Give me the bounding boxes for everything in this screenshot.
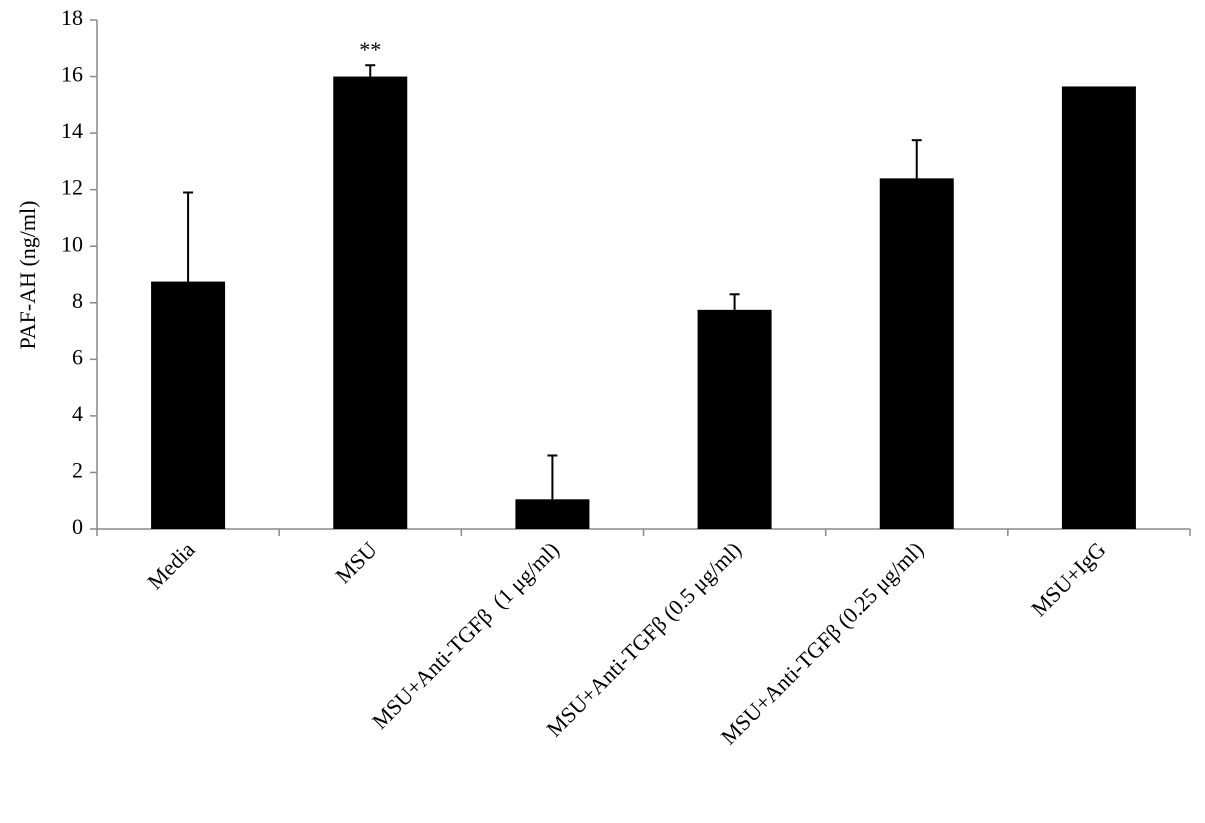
x-tick-label: MSU+Anti-TGFβ (0.5 μg/ml) bbox=[541, 537, 746, 742]
bar bbox=[333, 76, 408, 530]
annotation: ** bbox=[359, 37, 381, 62]
y-tick-label: 18 bbox=[61, 5, 83, 30]
x-tick-label: Media bbox=[142, 537, 200, 595]
error-bar bbox=[729, 293, 740, 310]
y-tick-label: 4 bbox=[72, 401, 83, 426]
y-tick-label: 14 bbox=[61, 118, 83, 143]
y-tick-label: 2 bbox=[72, 457, 83, 482]
y-tick-label: 0 bbox=[72, 514, 83, 539]
bar bbox=[697, 309, 772, 529]
x-tick-label: MSU bbox=[330, 537, 381, 588]
y-tick-label: 8 bbox=[72, 288, 83, 313]
bar bbox=[879, 178, 954, 529]
y-tick-label: 10 bbox=[61, 231, 83, 256]
bar bbox=[1061, 86, 1136, 530]
error-bar bbox=[183, 191, 194, 282]
bar bbox=[151, 281, 226, 529]
error-bar bbox=[365, 64, 376, 77]
bar bbox=[515, 499, 590, 529]
x-tick-label: MSU+Anti-TGFβ (1 μg/ml) bbox=[367, 537, 564, 734]
error-bar bbox=[911, 139, 922, 179]
error-bar bbox=[547, 454, 558, 500]
y-axis-label: PAF-AH (ng/ml) bbox=[15, 201, 40, 350]
x-tick-label: MSU+IgG bbox=[1026, 537, 1110, 621]
y-tick-label: 16 bbox=[61, 62, 83, 87]
y-tick-label: 12 bbox=[61, 175, 83, 200]
x-tick-label: MSU+Anti-TGFβ (0.25 μg/ml) bbox=[716, 537, 929, 750]
y-tick-label: 6 bbox=[72, 344, 83, 369]
